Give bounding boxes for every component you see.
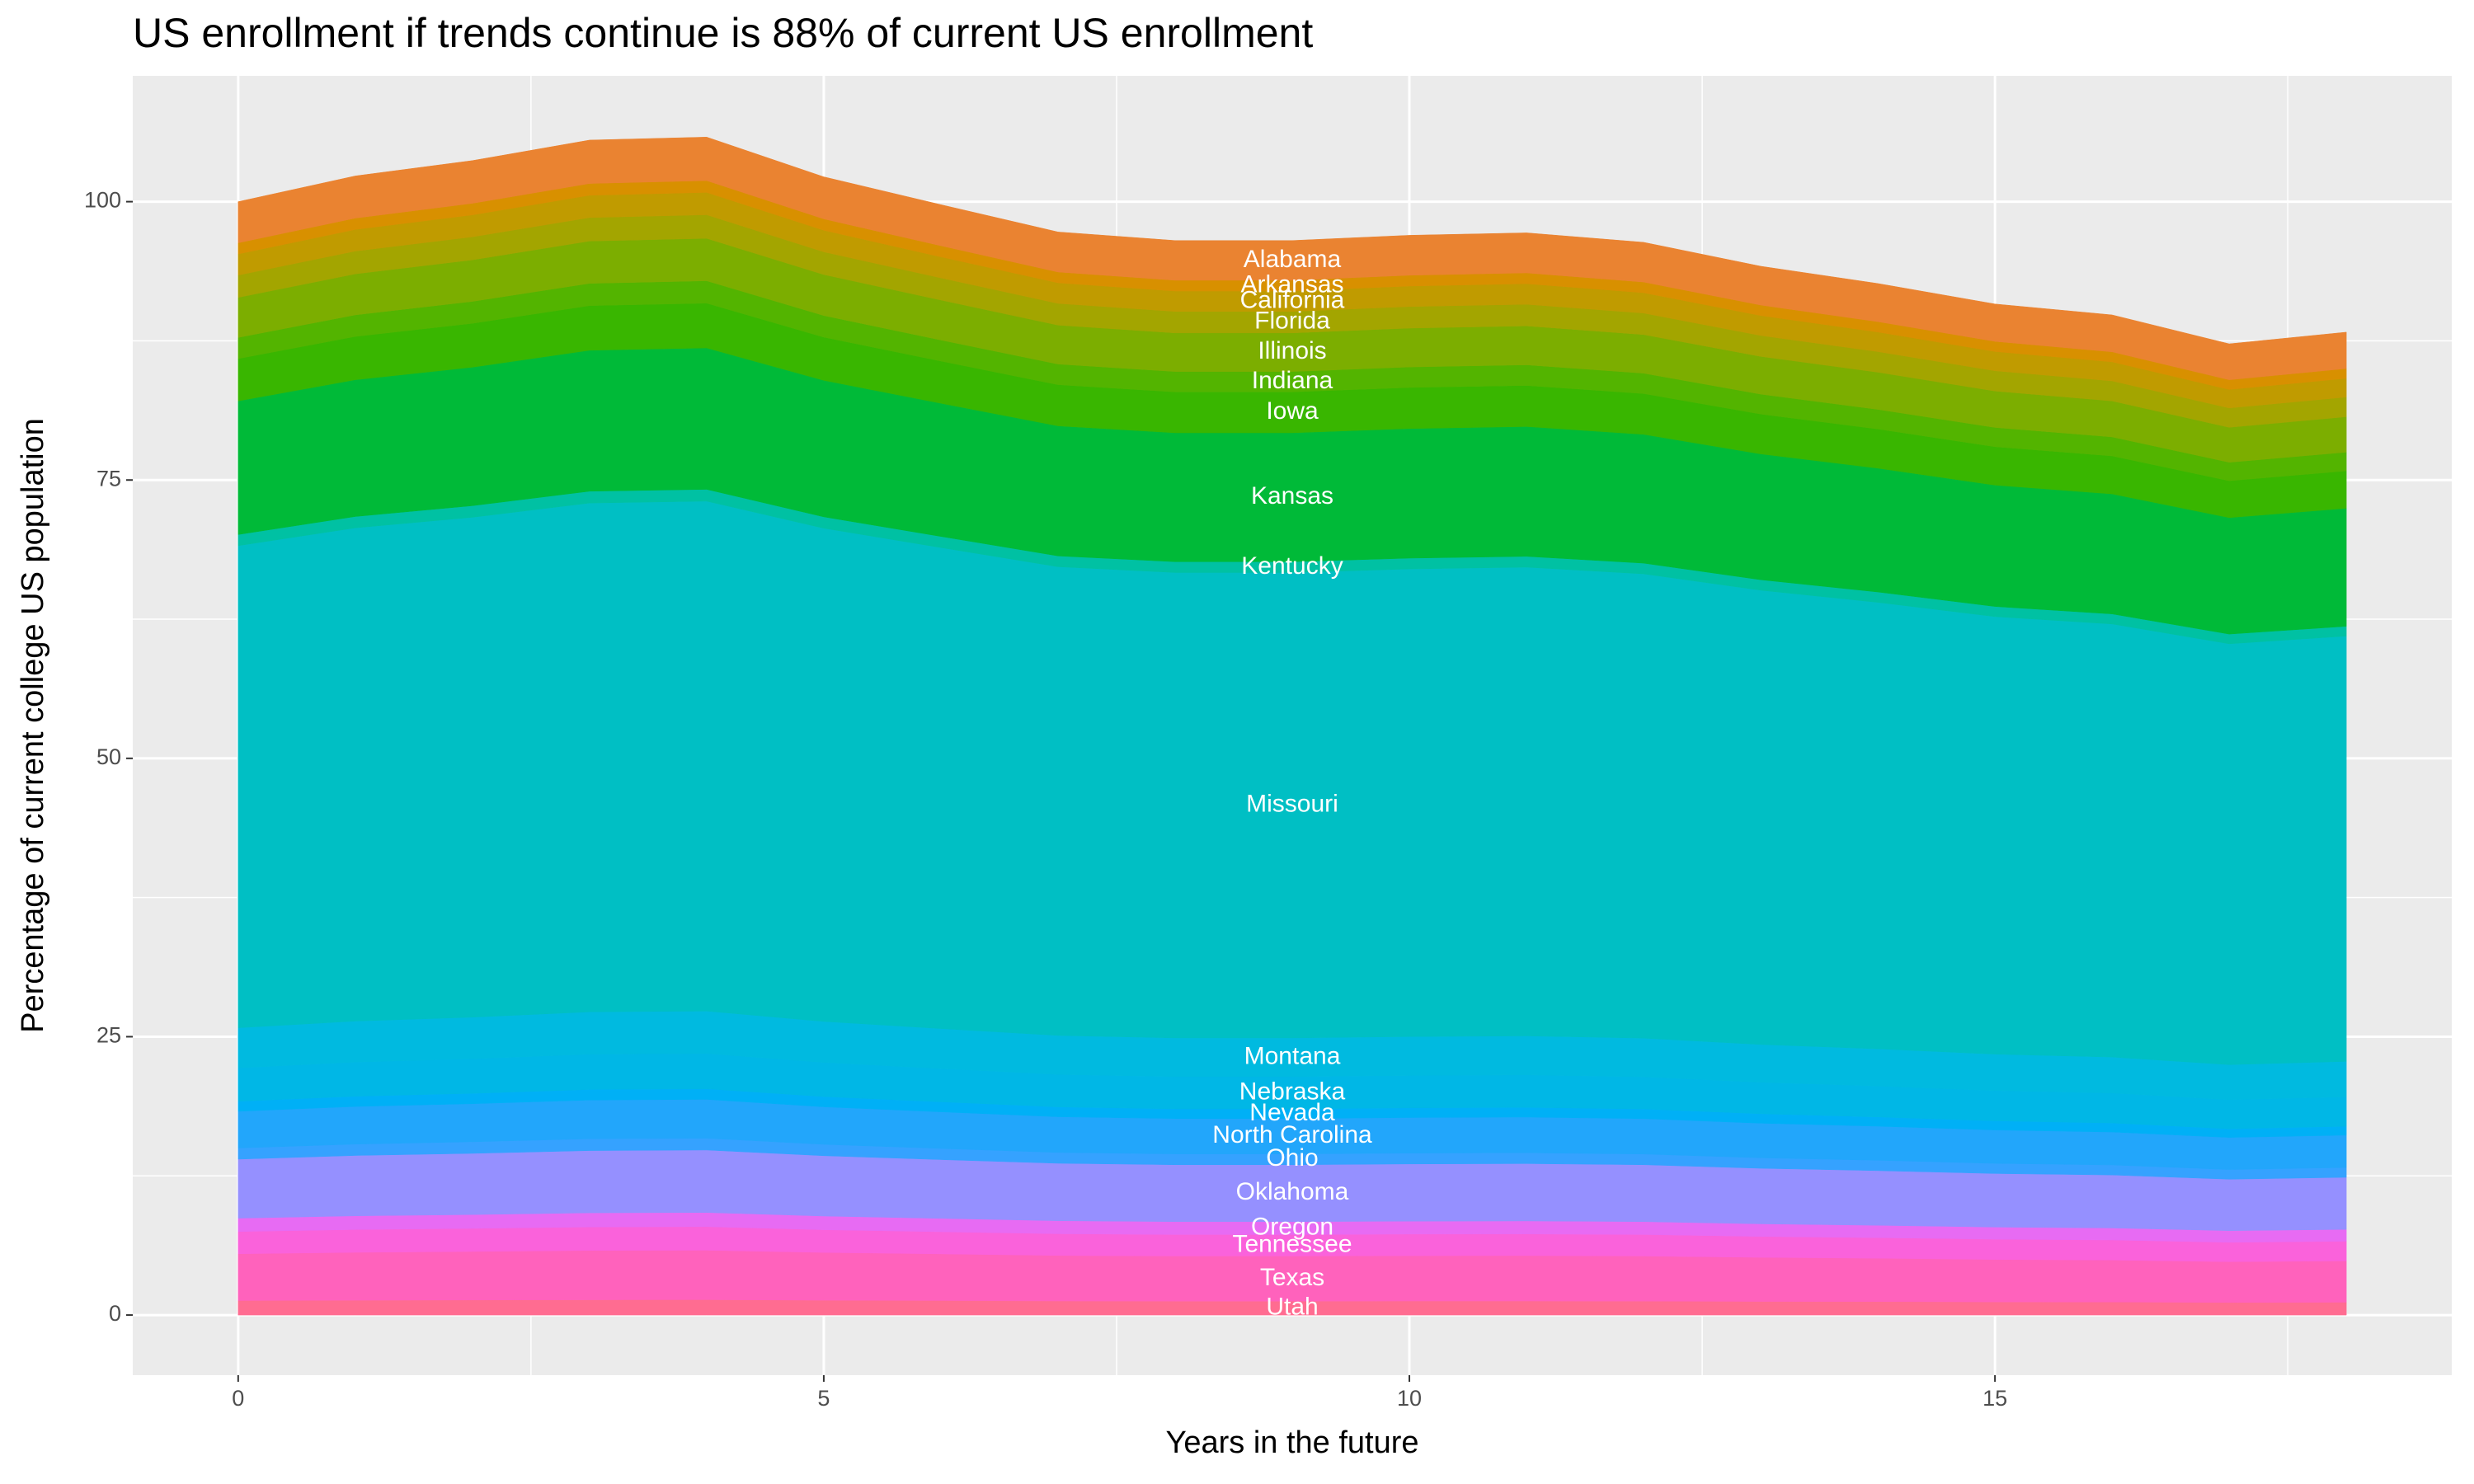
area-label: Iowa xyxy=(1266,397,1319,425)
area-label: Nevada xyxy=(1249,1099,1335,1126)
area-label: Missouri xyxy=(1246,791,1338,818)
y-tick-label: 0 xyxy=(109,1301,121,1326)
chart-title: US enrollment if trends continue is 88% … xyxy=(133,10,1313,56)
area-label: Texas xyxy=(1260,1264,1324,1291)
area-label: Illinois xyxy=(1258,337,1326,364)
area-label: Tennessee xyxy=(1232,1230,1352,1257)
area xyxy=(238,137,2347,380)
area-label: Florida xyxy=(1254,308,1330,335)
y-axis-title: Percentage of current college US populat… xyxy=(16,418,50,1033)
area-label: Arkansas xyxy=(1240,270,1343,298)
x-tick-label: 0 xyxy=(232,1386,244,1411)
x-axis-title: Years in the future xyxy=(1165,1425,1418,1460)
x-tick-label: 10 xyxy=(1397,1386,1422,1411)
y-tick-label: 75 xyxy=(96,466,121,491)
area-label: Nebraska xyxy=(1239,1078,1346,1105)
area-label: Utah xyxy=(1266,1294,1318,1321)
area-label: Oklahoma xyxy=(1236,1178,1349,1205)
area-label: California xyxy=(1240,286,1345,313)
area-label: Kansas xyxy=(1251,482,1333,510)
area-label: Alabama xyxy=(1244,246,1342,273)
area-label: Indiana xyxy=(1252,367,1333,394)
axes: 0 5 10 15 0 25 50 75 100 xyxy=(84,188,2007,1411)
area-label: Oregon xyxy=(1251,1214,1333,1241)
x-tick-label: 5 xyxy=(817,1386,830,1411)
area-label: Ohio xyxy=(1266,1144,1318,1172)
areas xyxy=(238,137,2347,1316)
y-tick-label: 50 xyxy=(96,744,121,769)
y-tick-label: 25 xyxy=(96,1023,121,1048)
area-label: Montana xyxy=(1244,1042,1341,1069)
area-label: North Carolina xyxy=(1212,1121,1372,1148)
area-label: Kentucky xyxy=(1241,552,1343,580)
y-tick-label: 100 xyxy=(84,188,121,213)
x-tick-label: 15 xyxy=(1982,1386,2007,1411)
